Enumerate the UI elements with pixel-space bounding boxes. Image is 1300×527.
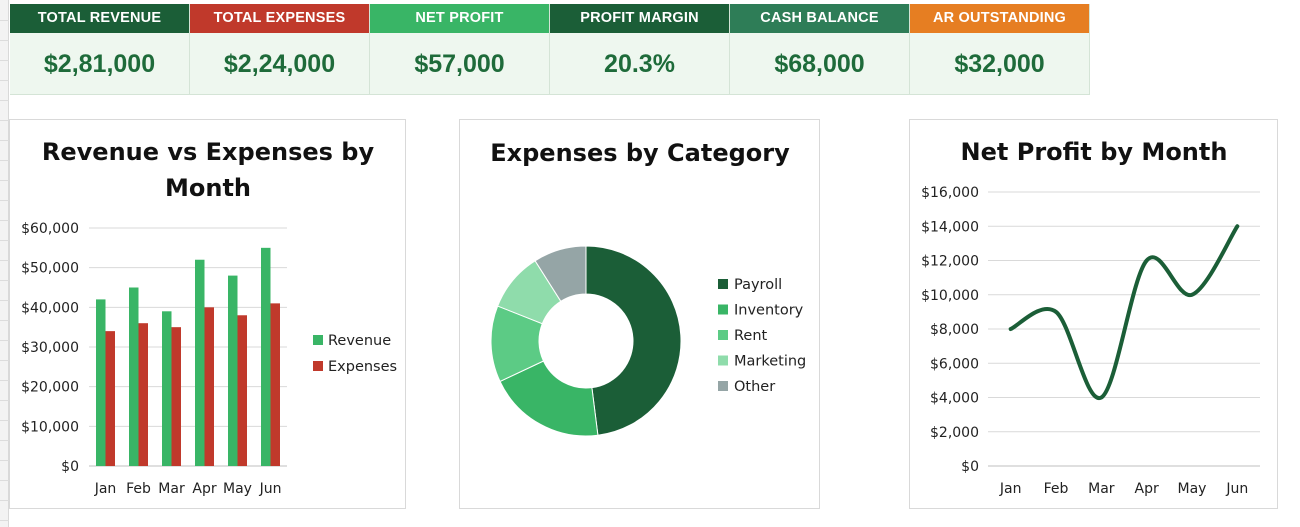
bar-revenue-may (228, 275, 238, 466)
net-profit-chart-svg: Net Profit by Month $0 $2,000 $4,000 $6,000 $… (921, 138, 1260, 497)
y-tick-label: $2,000 (930, 425, 979, 441)
x-tick-label: Apr (1135, 481, 1159, 497)
kpi-card-cash-balance: CASH BALANCE $68,000 (730, 4, 910, 95)
kpi-card-total-expenses: TOTAL EXPENSES $2,24,000 (190, 4, 370, 95)
x-tick-label: Jun (259, 481, 282, 497)
chart-title: Expenses by Category (490, 139, 790, 167)
bar-revenue-jun (261, 247, 271, 466)
kpi-label: TOTAL REVENUE (10, 4, 189, 33)
y-tick-label: $60,000 (21, 221, 79, 237)
bar-expenses-jun (270, 303, 280, 466)
x-tick-label: Feb (126, 481, 151, 497)
expenses-category-chart-svg: Expenses by Category Payroll Inventory Rent… (490, 139, 806, 437)
kpi-card-total-revenue: TOTAL REVENUE $2,81,000 (10, 4, 190, 95)
y-tick-label: $6,000 (930, 356, 979, 372)
kpi-value: 20.3% (604, 50, 675, 78)
legend-swatch (718, 304, 728, 315)
kpi-label: TOTAL EXPENSES (190, 4, 369, 33)
bar-revenue-mar (162, 311, 172, 466)
kpi-value: $68,000 (774, 50, 865, 78)
y-tick-label: $30,000 (21, 340, 79, 356)
expenses-category-chart[interactable]: Expenses by Category Payroll Inventory Rent… (459, 119, 820, 509)
legend-swatch (718, 381, 728, 391)
revenue-expenses-chart[interactable]: Revenue vs Expenses by Month $0 $10,000 $20,… (9, 119, 406, 509)
kpi-value: $57,000 (414, 50, 505, 78)
legend-swatch (718, 330, 728, 340)
bar-expenses-jan (105, 331, 115, 466)
kpi-label: AR OUTSTANDING (910, 4, 1089, 33)
x-tick-label: Feb (1044, 481, 1069, 497)
y-tick-label: $14,000 (921, 219, 979, 235)
y-tick-label: $10,000 (921, 288, 979, 304)
legend-swatch (718, 355, 728, 366)
legend-label: Rent (734, 328, 768, 344)
donut-slice-other (534, 245, 587, 303)
kpi-row: TOTAL REVENUE $2,81,000 TOTAL EXPENSES $… (10, 4, 1090, 95)
x-tick-label: Mar (158, 481, 185, 497)
net-profit-line (1008, 224, 1240, 400)
bar-expenses-mar (171, 327, 181, 466)
kpi-card-ar-outstanding: AR OUTSTANDING $32,000 (910, 4, 1090, 95)
x-tick-label: Jan (999, 481, 1022, 497)
bar-expenses-feb (138, 323, 148, 466)
net-profit-chart[interactable]: Net Profit by Month $0 $2,000 $4,000 $6,000 $… (909, 119, 1278, 509)
y-tick-label: $16,000 (921, 185, 979, 201)
sheet-row-gutter (0, 0, 9, 527)
x-tick-label: May (1178, 481, 1207, 497)
legend-swatch (718, 279, 728, 289)
revenue-expenses-chart-svg: Revenue vs Expenses by Month $0 $10,000 $20,… (21, 138, 397, 497)
kpi-value: $32,000 (954, 50, 1045, 78)
legend-label: Other (734, 379, 775, 395)
kpi-label: CASH BALANCE (730, 4, 909, 33)
x-tick-label: Apr (192, 481, 216, 497)
legend-label: Revenue (328, 333, 391, 349)
legend-label: Expenses (328, 359, 397, 375)
kpi-label: NET PROFIT (370, 4, 549, 33)
y-tick-label: $40,000 (21, 300, 79, 316)
legend-label: Marketing (734, 354, 806, 370)
chart-title: Month (165, 174, 251, 202)
bar-revenue-apr (195, 259, 205, 466)
kpi-card-profit-margin: PROFIT MARGIN 20.3% (550, 4, 730, 95)
y-tick-label: $20,000 (21, 380, 79, 396)
y-tick-label: $0 (61, 459, 79, 475)
kpi-card-net-profit: NET PROFIT $57,000 (370, 4, 550, 95)
kpi-label: PROFIT MARGIN (550, 4, 729, 33)
y-tick-label: $12,000 (921, 254, 979, 270)
x-tick-label: May (223, 481, 252, 497)
donut-slice-payroll (585, 245, 682, 436)
x-tick-label: Jan (94, 481, 117, 497)
bar-expenses-may (237, 315, 247, 466)
bar-revenue-jan (96, 299, 106, 466)
x-tick-label: Mar (1088, 481, 1115, 497)
legend-swatch (313, 335, 323, 345)
y-tick-label: $8,000 (930, 322, 979, 338)
y-tick-label: $4,000 (930, 391, 979, 407)
bar-revenue-feb (129, 287, 139, 466)
chart-title: Net Profit by Month (961, 138, 1228, 166)
y-tick-label: $50,000 (21, 261, 79, 277)
kpi-value: $2,24,000 (223, 50, 336, 78)
chart-title: Revenue vs Expenses by (42, 138, 375, 166)
x-tick-label: Jun (1225, 481, 1248, 497)
kpi-value: $2,81,000 (43, 50, 156, 78)
legend-label: Inventory (734, 303, 804, 319)
legend-swatch (313, 361, 323, 371)
legend-label: Payroll (734, 277, 782, 293)
y-tick-label: $0 (961, 459, 979, 475)
y-tick-label: $10,000 (21, 419, 79, 435)
bar-expenses-apr (204, 307, 214, 466)
